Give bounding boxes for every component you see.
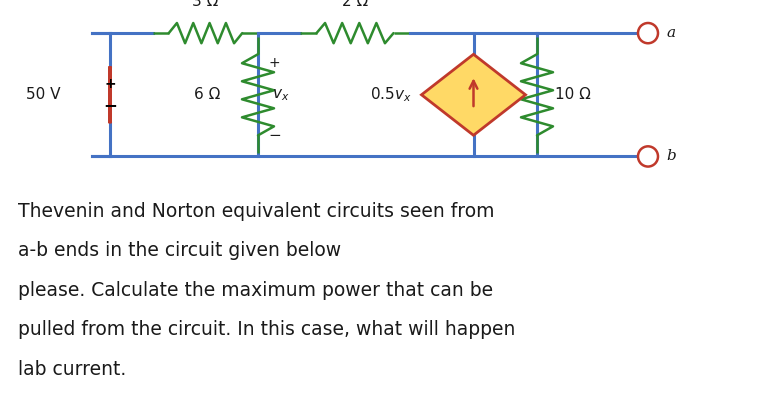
Text: $v_x$: $v_x$: [272, 87, 289, 103]
Text: a-b ends in the circuit given below: a-b ends in the circuit given below: [18, 241, 341, 261]
Text: 6 Ω: 6 Ω: [194, 87, 220, 102]
Text: +: +: [104, 77, 116, 91]
Text: 50 V: 50 V: [26, 87, 60, 102]
Text: 10 Ω: 10 Ω: [555, 87, 591, 102]
Text: b: b: [666, 149, 676, 164]
Text: a: a: [666, 26, 675, 40]
Text: 3 Ω: 3 Ω: [192, 0, 219, 9]
Text: pulled from the circuit. In this case, what will happen: pulled from the circuit. In this case, w…: [18, 320, 515, 339]
Ellipse shape: [638, 146, 658, 166]
Text: please. Calculate the maximum power that can be: please. Calculate the maximum power that…: [18, 281, 493, 300]
Text: −: −: [268, 128, 281, 143]
Text: Thevenin and Norton equivalent circuits seen from: Thevenin and Norton equivalent circuits …: [18, 202, 494, 221]
Text: $0.5v_x$: $0.5v_x$: [370, 85, 411, 104]
Text: −: −: [103, 96, 117, 114]
Text: 2 Ω: 2 Ω: [342, 0, 368, 9]
Ellipse shape: [638, 23, 658, 43]
Polygon shape: [421, 54, 526, 135]
Text: lab current.: lab current.: [18, 360, 126, 378]
Text: +: +: [268, 56, 280, 70]
